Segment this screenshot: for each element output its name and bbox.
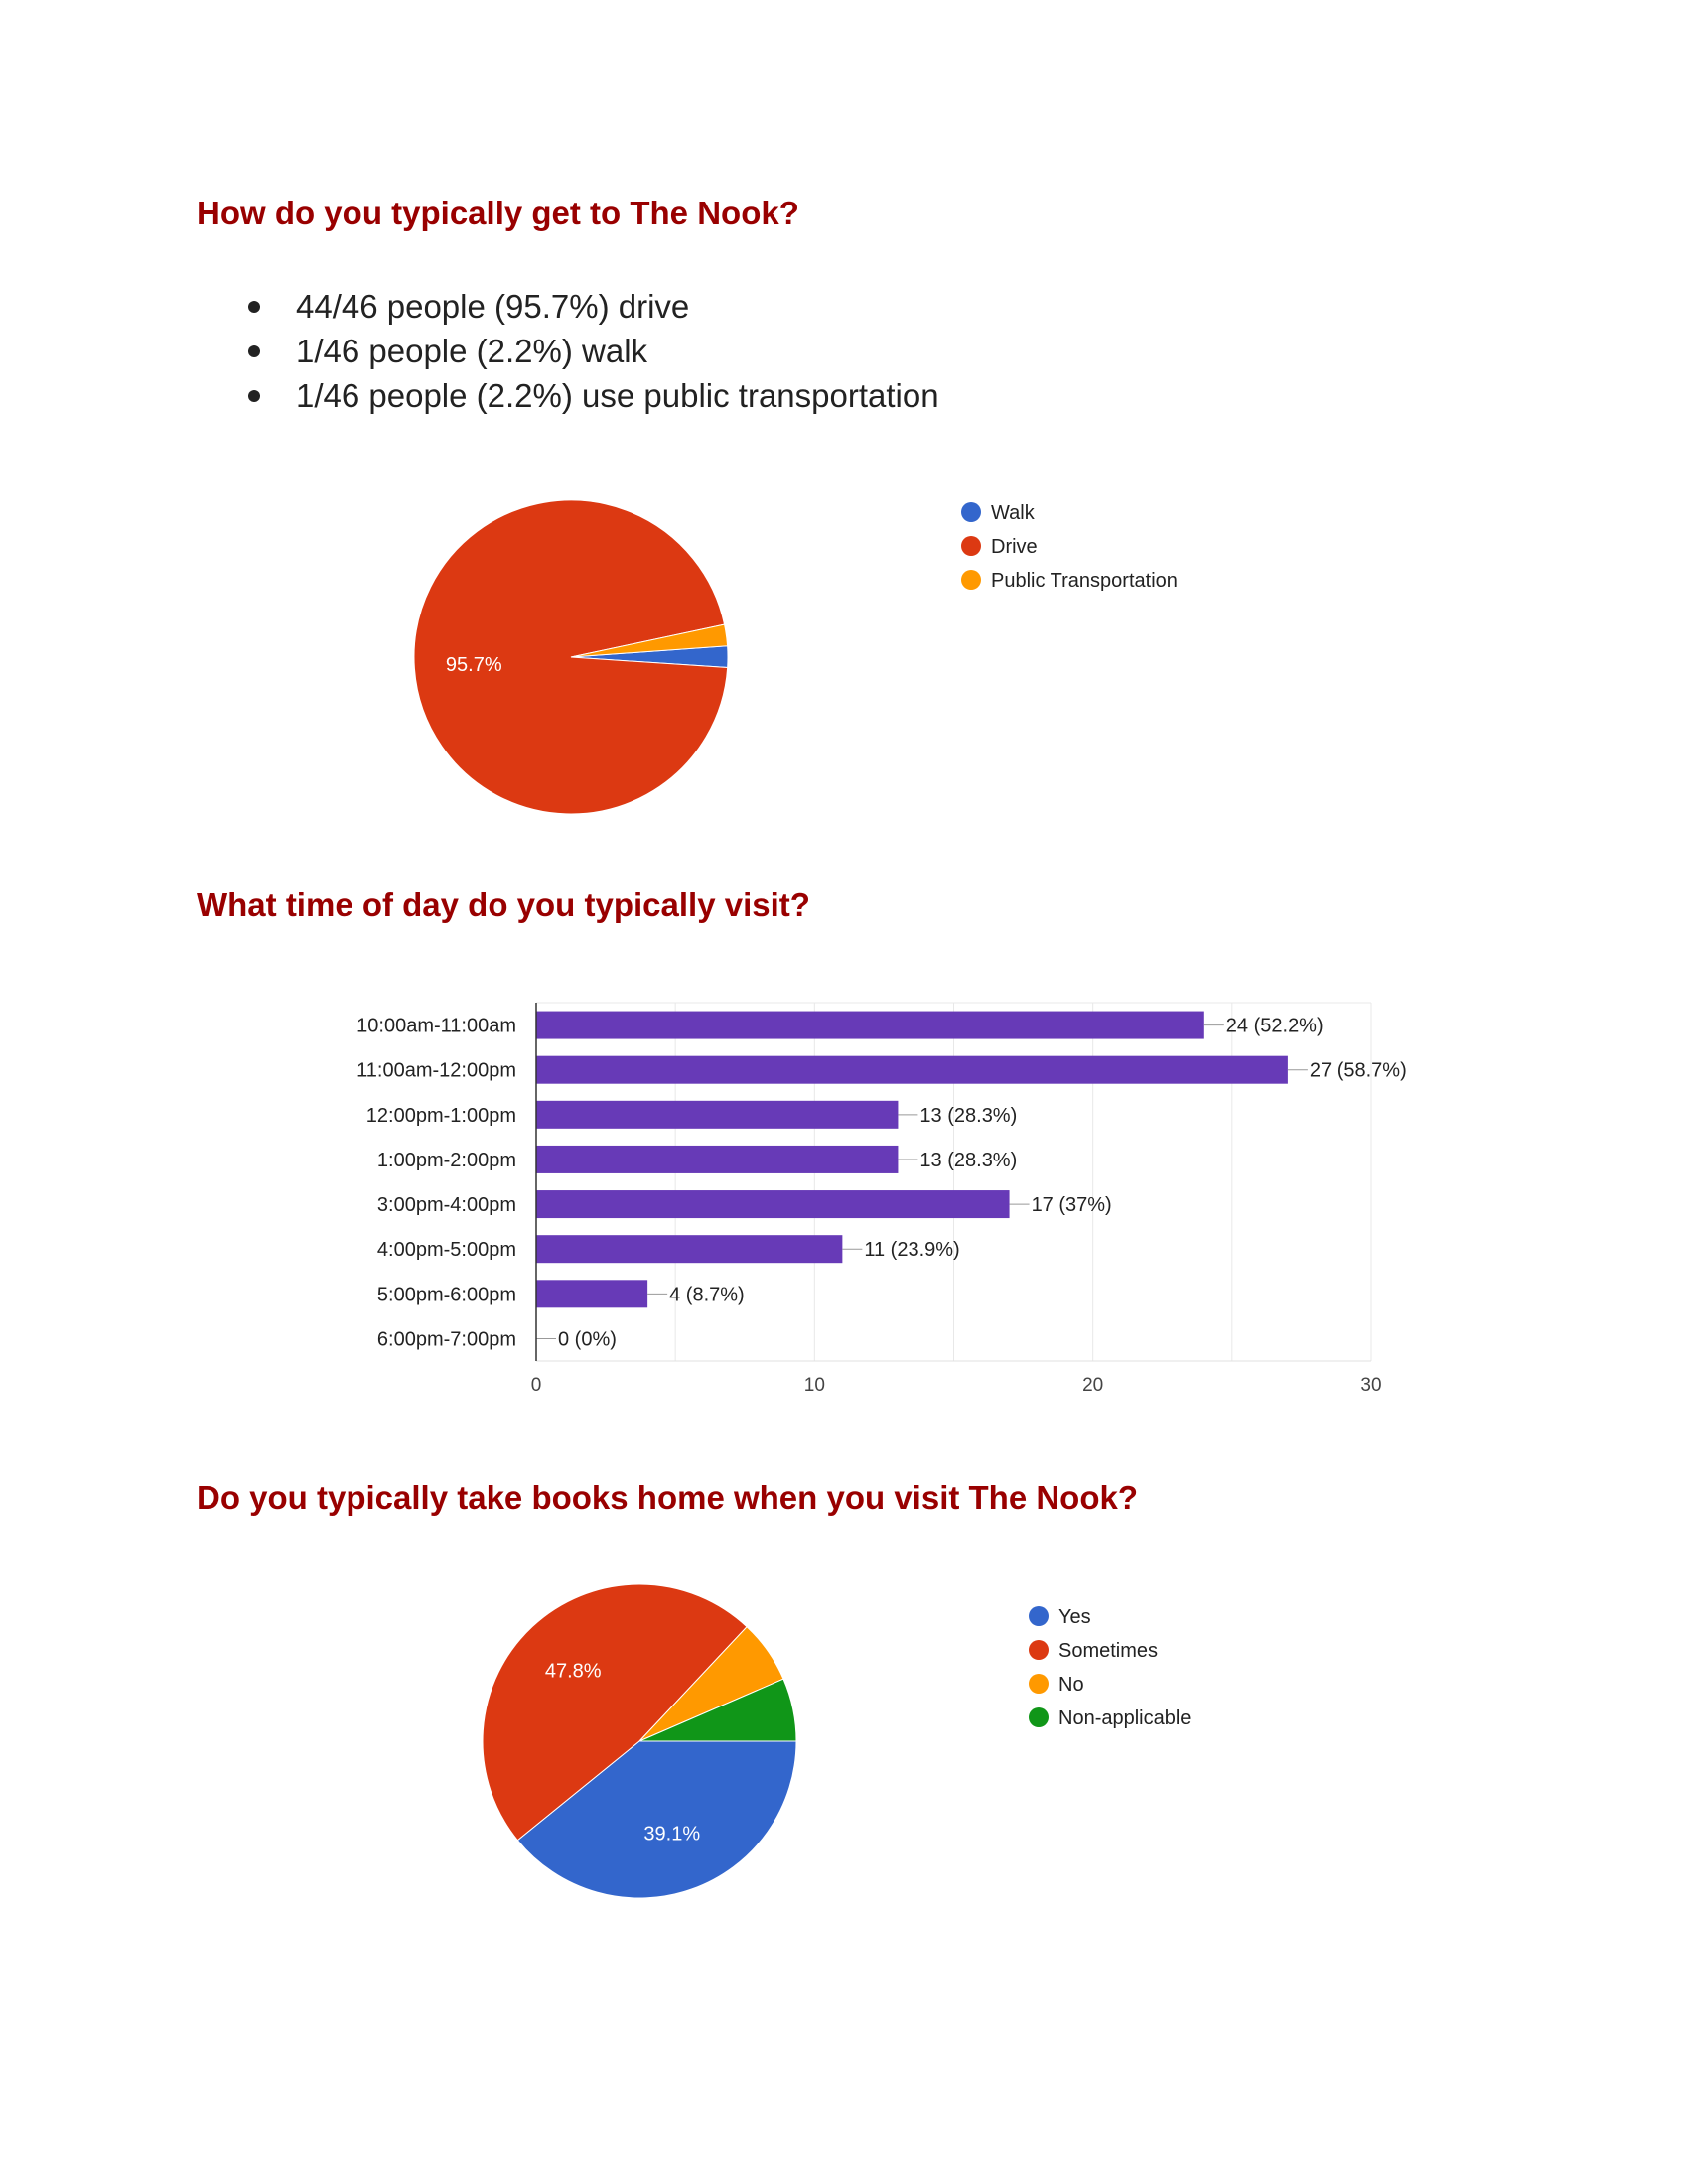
transport-pie-chart: 95.7% Walk Drive Public Transportation (413, 499, 1178, 815)
legend-marker-yes (1029, 1606, 1049, 1626)
section1-title: How do you typically get to The Nook? (197, 195, 799, 231)
pie-slice-label: 39.1% (643, 1823, 700, 1844)
take-books-pie-chart: 39.1% 47.8% Yes Sometimes No Non-applicable (482, 1583, 1191, 1899)
data-label: 13 (28.3%) (919, 1105, 1017, 1127)
legend-label-no: No (1058, 1674, 1084, 1696)
pie-slice-public-transportation (570, 623, 729, 658)
category-label: 3:00pm-4:00pm (377, 1194, 516, 1216)
bar-5-00pm-6-00pm (536, 1280, 648, 1308)
bullet-text: 1/46 people (2.2%) walk (296, 333, 648, 369)
bullet-dot-icon (248, 345, 260, 357)
x-tick-label: 20 (1082, 1375, 1103, 1396)
bullet-text: 44/46 people (95.7%) drive (296, 288, 690, 325)
visit-time-bar-chart: 0 10 20 30 10:00am-11:00am 24 (52.2%) 11:00am-… (356, 1002, 1407, 1396)
bullet-dot-icon (248, 301, 260, 313)
bar-3-00pm-4-00pm (536, 1190, 1010, 1219)
data-label: 4 (8.7%) (669, 1284, 745, 1305)
x-tick-label: 10 (804, 1375, 825, 1396)
category-label: 10:00am-11:00am (356, 1016, 516, 1037)
legend-marker-no (1029, 1674, 1049, 1694)
legend-label-non-applicable: Non-applicable (1058, 1707, 1191, 1729)
legend-label-yes: Yes (1058, 1606, 1091, 1628)
bar-4-00pm-5-00pm (536, 1235, 843, 1264)
bullet-item: 1/46 people (2.2%) use public transporta… (248, 373, 939, 418)
legend-marker-sometimes (1029, 1640, 1049, 1660)
pie-slice-yes (516, 1740, 797, 1899)
bar-10-00am-11-00am (536, 1011, 1204, 1039)
bar-1-00pm-2-00pm (536, 1145, 899, 1173)
data-label: 27 (58.7%) (1310, 1060, 1407, 1082)
pie-slice-non-applicable (638, 1678, 797, 1742)
pie-slice-label: 95.7% (446, 654, 502, 676)
legend-label-walk: Walk (991, 502, 1036, 524)
bar-11-00am-12-00pm (536, 1055, 1288, 1084)
data-label: 0 (0%) (558, 1328, 617, 1350)
pie-slice-label: 47.8% (545, 1660, 602, 1682)
legend-label-sometimes: Sometimes (1058, 1640, 1158, 1662)
bar-12-00pm-1-00pm (536, 1100, 899, 1129)
bullet-item: 1/46 people (2.2%) walk (248, 329, 939, 373)
category-label: 6:00pm-7:00pm (377, 1328, 516, 1350)
legend-label-public-transportation: Public Transportation (991, 570, 1178, 592)
x-tick-label: 0 (531, 1375, 542, 1396)
category-label: 12:00pm-1:00pm (366, 1105, 516, 1127)
bullet-text: 1/46 people (2.2%) use public transporta… (296, 377, 939, 414)
bullet-dot-icon (248, 390, 260, 402)
data-label: 11 (23.9%) (864, 1239, 959, 1261)
category-label: 4:00pm-5:00pm (377, 1239, 516, 1261)
category-label: 1:00pm-2:00pm (377, 1150, 516, 1171)
transport-bullet-list: 44/46 people (95.7%) drive 1/46 people (… (248, 284, 939, 418)
legend-marker-non-applicable (1029, 1707, 1049, 1727)
section3-title: Do you typically take books home when yo… (197, 1479, 1139, 1516)
data-label: 13 (28.3%) (919, 1150, 1017, 1171)
pie-slice-drive (413, 499, 729, 815)
section2-title: What time of day do you typically visit? (197, 887, 810, 923)
data-label: 24 (52.2%) (1226, 1016, 1324, 1037)
legend-marker-walk (961, 502, 981, 522)
data-label: 17 (37%) (1032, 1194, 1112, 1216)
category-label: 5:00pm-6:00pm (377, 1284, 516, 1305)
pie-slice-sometimes (482, 1583, 748, 1842)
legend-label-drive: Drive (991, 536, 1038, 558)
legend-marker-public-transportation (961, 570, 981, 590)
legend-marker-drive (961, 536, 981, 556)
x-tick-label: 30 (1360, 1375, 1381, 1396)
bullet-item: 44/46 people (95.7%) drive (248, 284, 939, 329)
category-label: 11:00am-12:00pm (356, 1060, 516, 1082)
